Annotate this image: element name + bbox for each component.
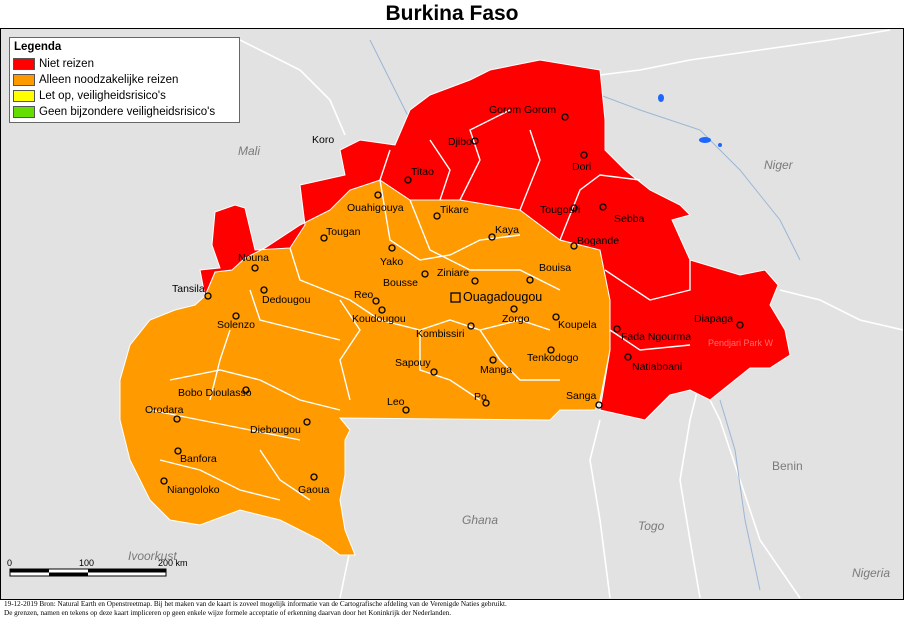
label-sebba: Sebba: [614, 213, 645, 225]
label-nouna: Nouna: [238, 252, 269, 264]
lakes: [658, 94, 722, 147]
footer: 19-12-2019 Bron: Natural Earth en Openst…: [0, 599, 904, 620]
label-dori: Dori: [572, 161, 591, 173]
country-borders: [239, 29, 903, 599]
label-nigeria: Nigeria: [852, 566, 890, 580]
map-canvas: Mali Niger Benin Togo Ghana Ivoorkust Ni…: [1, 29, 903, 599]
label-tougouri: Tougouri: [540, 204, 580, 216]
label-koupela: Koupela: [558, 319, 597, 331]
label-mali: Mali: [238, 144, 260, 158]
label-niger-country: Niger: [764, 158, 794, 172]
label-tansila: Tansila: [172, 283, 205, 295]
legend-item-niet-reizen: Niet reizen: [13, 56, 239, 72]
label-ghana: Ghana: [462, 513, 498, 527]
city-markers: [160, 113, 744, 485]
title-bar: Burkina Faso: [0, 0, 904, 29]
label-tikare: Tikare: [440, 204, 469, 216]
label-fada-ngourma: Fada Ngourma: [621, 331, 691, 343]
region-red: [199, 59, 791, 421]
label-orodara: Orodara: [145, 404, 184, 416]
label-bouisa: Bouisa: [539, 262, 571, 274]
scale-tick-100: 100: [79, 558, 94, 568]
label-bobo-dioulasso: Bobo Dioulasso: [178, 387, 252, 399]
legend-swatch: [13, 74, 35, 86]
label-djibo: Djibo: [448, 136, 472, 148]
legend-swatch: [13, 90, 35, 102]
label-koro: Koro: [312, 134, 334, 146]
legend-title: Legenda: [14, 41, 62, 53]
label-kaya: Kaya: [495, 224, 519, 236]
label-po: Po: [474, 391, 487, 403]
label-titao: Titao: [411, 166, 434, 178]
label-natiaboani: Natiaboani: [632, 361, 682, 373]
label-diebougou: Diebougou: [250, 424, 301, 436]
map-title: Burkina Faso: [385, 2, 519, 25]
label-reo: Reo: [354, 289, 373, 301]
label-ivoorkust: Ivoorkust: [128, 549, 177, 563]
label-solenzo: Solenzo: [217, 319, 255, 331]
label-bousse: Bousse: [383, 277, 418, 289]
legend: Legenda Niet reizen Alleen noodzakelijke…: [9, 37, 240, 123]
label-togo: Togo: [638, 519, 665, 533]
label-diapaga: Diapaga: [694, 313, 733, 325]
legend-label: Geen bijzondere veiligheidsrisico's: [39, 106, 216, 118]
scale-bar: 0 100 200 km: [7, 558, 188, 577]
label-banfora: Banfora: [180, 453, 217, 465]
label-leo: Leo: [387, 396, 405, 408]
label-yako: Yako: [380, 256, 403, 268]
label-ziniare: Ziniare: [437, 267, 469, 279]
label-tougan: Tougan: [326, 226, 361, 238]
label-gorom-gorom: Gorom Gorom: [489, 104, 556, 116]
legend-label: Alleen noodzakelijke reizen: [39, 74, 179, 86]
legend-item-noodzakelijk: Alleen noodzakelijke reizen: [13, 72, 239, 88]
label-manga: Manga: [480, 364, 512, 376]
label-bogande: Bogande: [577, 235, 619, 247]
label-kombissiri: Kombissiri: [416, 328, 464, 340]
label-niangoloko: Niangoloko: [167, 484, 220, 496]
footer-line-1: 19-12-2019 Bron: Natural Earth en Openst…: [4, 600, 507, 608]
label-dedougou: Dedougou: [262, 294, 311, 306]
scale-tick-200: 200 km: [158, 558, 188, 568]
label-pendjari: Pendjari Park W: [708, 338, 774, 348]
label-sanga: Sanga: [566, 390, 597, 402]
legend-label: Niet reizen: [39, 58, 94, 70]
scale-tick-0: 0: [7, 558, 12, 568]
legend-item-geen-risico: Geen bijzondere veiligheidsrisico's: [13, 104, 239, 120]
capital-marker: [450, 292, 461, 303]
label-sapouy: Sapouy: [395, 357, 431, 369]
label-benin: Benin: [772, 459, 803, 473]
label-gaoua: Gaoua: [298, 484, 330, 496]
province-borders: [149, 109, 691, 501]
label-zorgo: Zorgo: [502, 313, 530, 325]
legend-swatch: [13, 58, 35, 70]
legend-label: Let op, veiligheidsrisico's: [39, 90, 166, 102]
label-ouagadougou: Ouagadougou: [463, 290, 542, 304]
label-ouahigouya: Ouahigouya: [347, 202, 404, 214]
footer-line-2: De grenzen, namen en tekens op deze kaar…: [4, 609, 452, 617]
label-koudougou: Koudougou: [352, 313, 406, 325]
legend-item-let-op: Let op, veiligheidsrisico's: [13, 88, 239, 104]
legend-swatch: [13, 106, 35, 118]
label-tenkodogo: Tenkodogo: [527, 352, 579, 364]
